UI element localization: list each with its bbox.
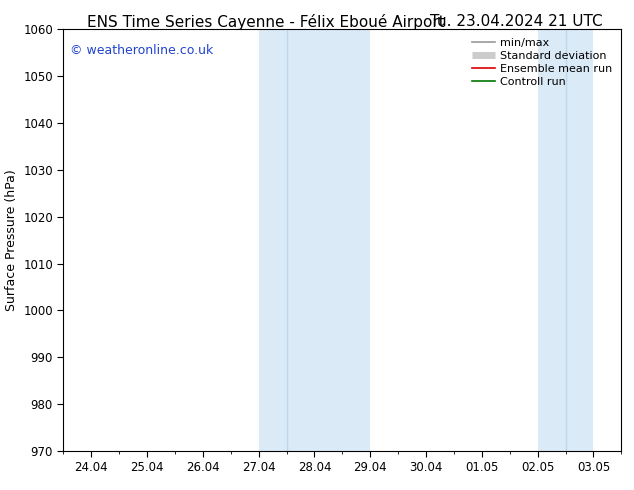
Text: Tu. 23.04.2024 21 UTC: Tu. 23.04.2024 21 UTC: [430, 14, 602, 29]
Text: © weatheronline.co.uk: © weatheronline.co.uk: [70, 44, 214, 57]
Bar: [259, 29, 370, 451]
Text: ENS Time Series Cayenne - Félix Eboué Airport: ENS Time Series Cayenne - Félix Eboué Ai…: [87, 14, 445, 30]
Y-axis label: Surface Pressure (hPa): Surface Pressure (hPa): [4, 169, 18, 311]
Bar: [538, 29, 593, 451]
Legend: min/max, Standard deviation, Ensemble mean run, Controll run: min/max, Standard deviation, Ensemble me…: [469, 35, 616, 90]
